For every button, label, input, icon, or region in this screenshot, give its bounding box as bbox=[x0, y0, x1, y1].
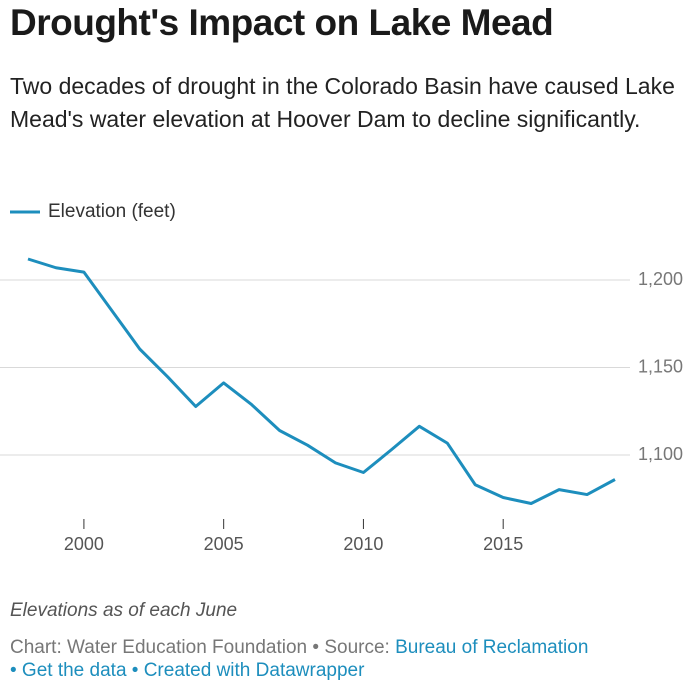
x-tick-label: 2005 bbox=[204, 534, 244, 554]
x-tick-label: 2015 bbox=[483, 534, 523, 554]
chart: 1,100 1,150 1,200 2000 2005 2010 2015 Elevation… bbox=[0, 201, 683, 554]
credit: Chart: Water Education Foundation • Sour… bbox=[10, 637, 390, 658]
x-tick-label: 2000 bbox=[64, 534, 104, 554]
page: {"chart_data": {"type": "line", "title":… bbox=[0, 2, 684, 681]
legend-label: Elevation (feet) bbox=[48, 201, 176, 222]
y-tick-label: 1,150 bbox=[638, 356, 683, 376]
footer-links[interactable]: • Get the data • Created with Datawrappe… bbox=[10, 660, 365, 681]
credit-line: Chart: Water Education Foundation • Sour… bbox=[10, 637, 588, 659]
source-link[interactable]: Bureau of Reclamation bbox=[395, 637, 589, 658]
x-tick-label: 2010 bbox=[343, 534, 383, 554]
y-tick-label: 1,100 bbox=[638, 444, 683, 464]
chart-subtitle: Two decades of drought in the Colorado B… bbox=[10, 73, 675, 132]
data-line bbox=[27, 257, 616, 505]
chart-title: Drought's Impact on Lake Mead bbox=[10, 2, 554, 43]
chart-notes: Elevations as of each June bbox=[10, 600, 238, 621]
y-tick-label: 1,200 bbox=[638, 269, 683, 289]
